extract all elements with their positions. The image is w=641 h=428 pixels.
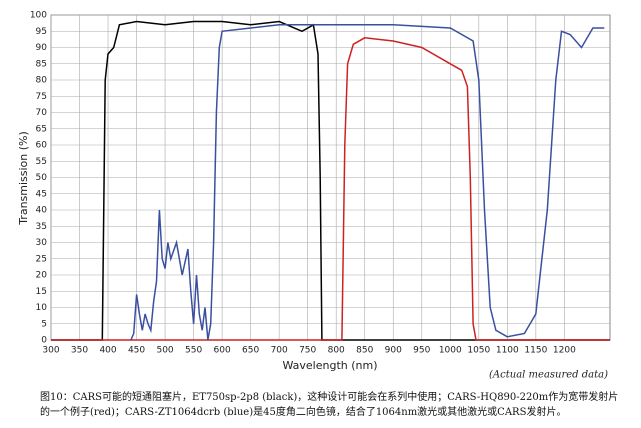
y-tick-label: 90 — [36, 43, 48, 53]
y-tick-label: 15 — [36, 287, 47, 297]
x-tick-label: 350 — [71, 346, 88, 356]
x-tick-label: 650 — [242, 346, 259, 356]
x-axis-label: Wavelength (nm) — [282, 359, 377, 372]
series-line — [51, 37, 610, 341]
y-tick-label: 30 — [36, 238, 48, 248]
y-tick-label: 60 — [36, 141, 48, 151]
y-tick-label: 40 — [36, 206, 48, 216]
y-tick-label: 85 — [36, 59, 47, 69]
chart: Transmission (%) Wavelength (nm) (Actual… — [17, 11, 611, 381]
x-tick-label: 800 — [328, 346, 345, 356]
y-axis-label: Transmission (%) — [17, 131, 30, 226]
x-tick-label: 1150 — [524, 346, 547, 356]
x-tick-label: 950 — [413, 346, 430, 356]
y-tick-label: 25 — [36, 254, 47, 264]
x-tick-label: 1050 — [467, 346, 490, 356]
y-tick-label: 0 — [41, 336, 47, 346]
x-tick-label: 1200 — [553, 346, 576, 356]
x-tick-label: 400 — [99, 346, 116, 356]
y-tick-label: 45 — [36, 189, 47, 199]
x-tick-label: 750 — [299, 346, 316, 356]
caption: 图10：CARS可能的短通阻塞片，ET750sp-2p8 (black)，这种设… — [40, 392, 619, 418]
y-tick-label: 65 — [36, 124, 47, 134]
y-tick-label: 80 — [36, 76, 48, 86]
x-tick-label: 1100 — [496, 346, 519, 356]
y-tick-label: 50 — [36, 173, 48, 183]
y-tick-label: 20 — [36, 271, 48, 281]
y-tick-label: 35 — [36, 222, 47, 232]
x-tick-label: 850 — [356, 346, 373, 356]
y-tick-label: 10 — [36, 303, 48, 313]
x-tick-label: 1000 — [439, 346, 462, 356]
y-tick-label: 70 — [36, 108, 48, 118]
x-tick-label: 550 — [185, 346, 202, 356]
y-tick-label: 55 — [36, 157, 47, 167]
y-tick-label: 5 — [41, 319, 47, 329]
x-tick-label: 450 — [128, 346, 145, 356]
x-tick-label: 500 — [156, 346, 173, 356]
series-line — [51, 20, 610, 341]
x-tick-label: 900 — [385, 346, 402, 356]
series-line — [130, 24, 605, 341]
x-tick-label: 600 — [214, 346, 231, 356]
x-tick-label: 700 — [271, 346, 288, 356]
annotation: (Actual measured data) — [489, 370, 608, 381]
x-tick-label: 300 — [42, 346, 59, 356]
y-tick-label: 95 — [36, 27, 47, 37]
y-tick-label: 100 — [30, 11, 47, 21]
y-tick-label: 75 — [36, 92, 47, 102]
